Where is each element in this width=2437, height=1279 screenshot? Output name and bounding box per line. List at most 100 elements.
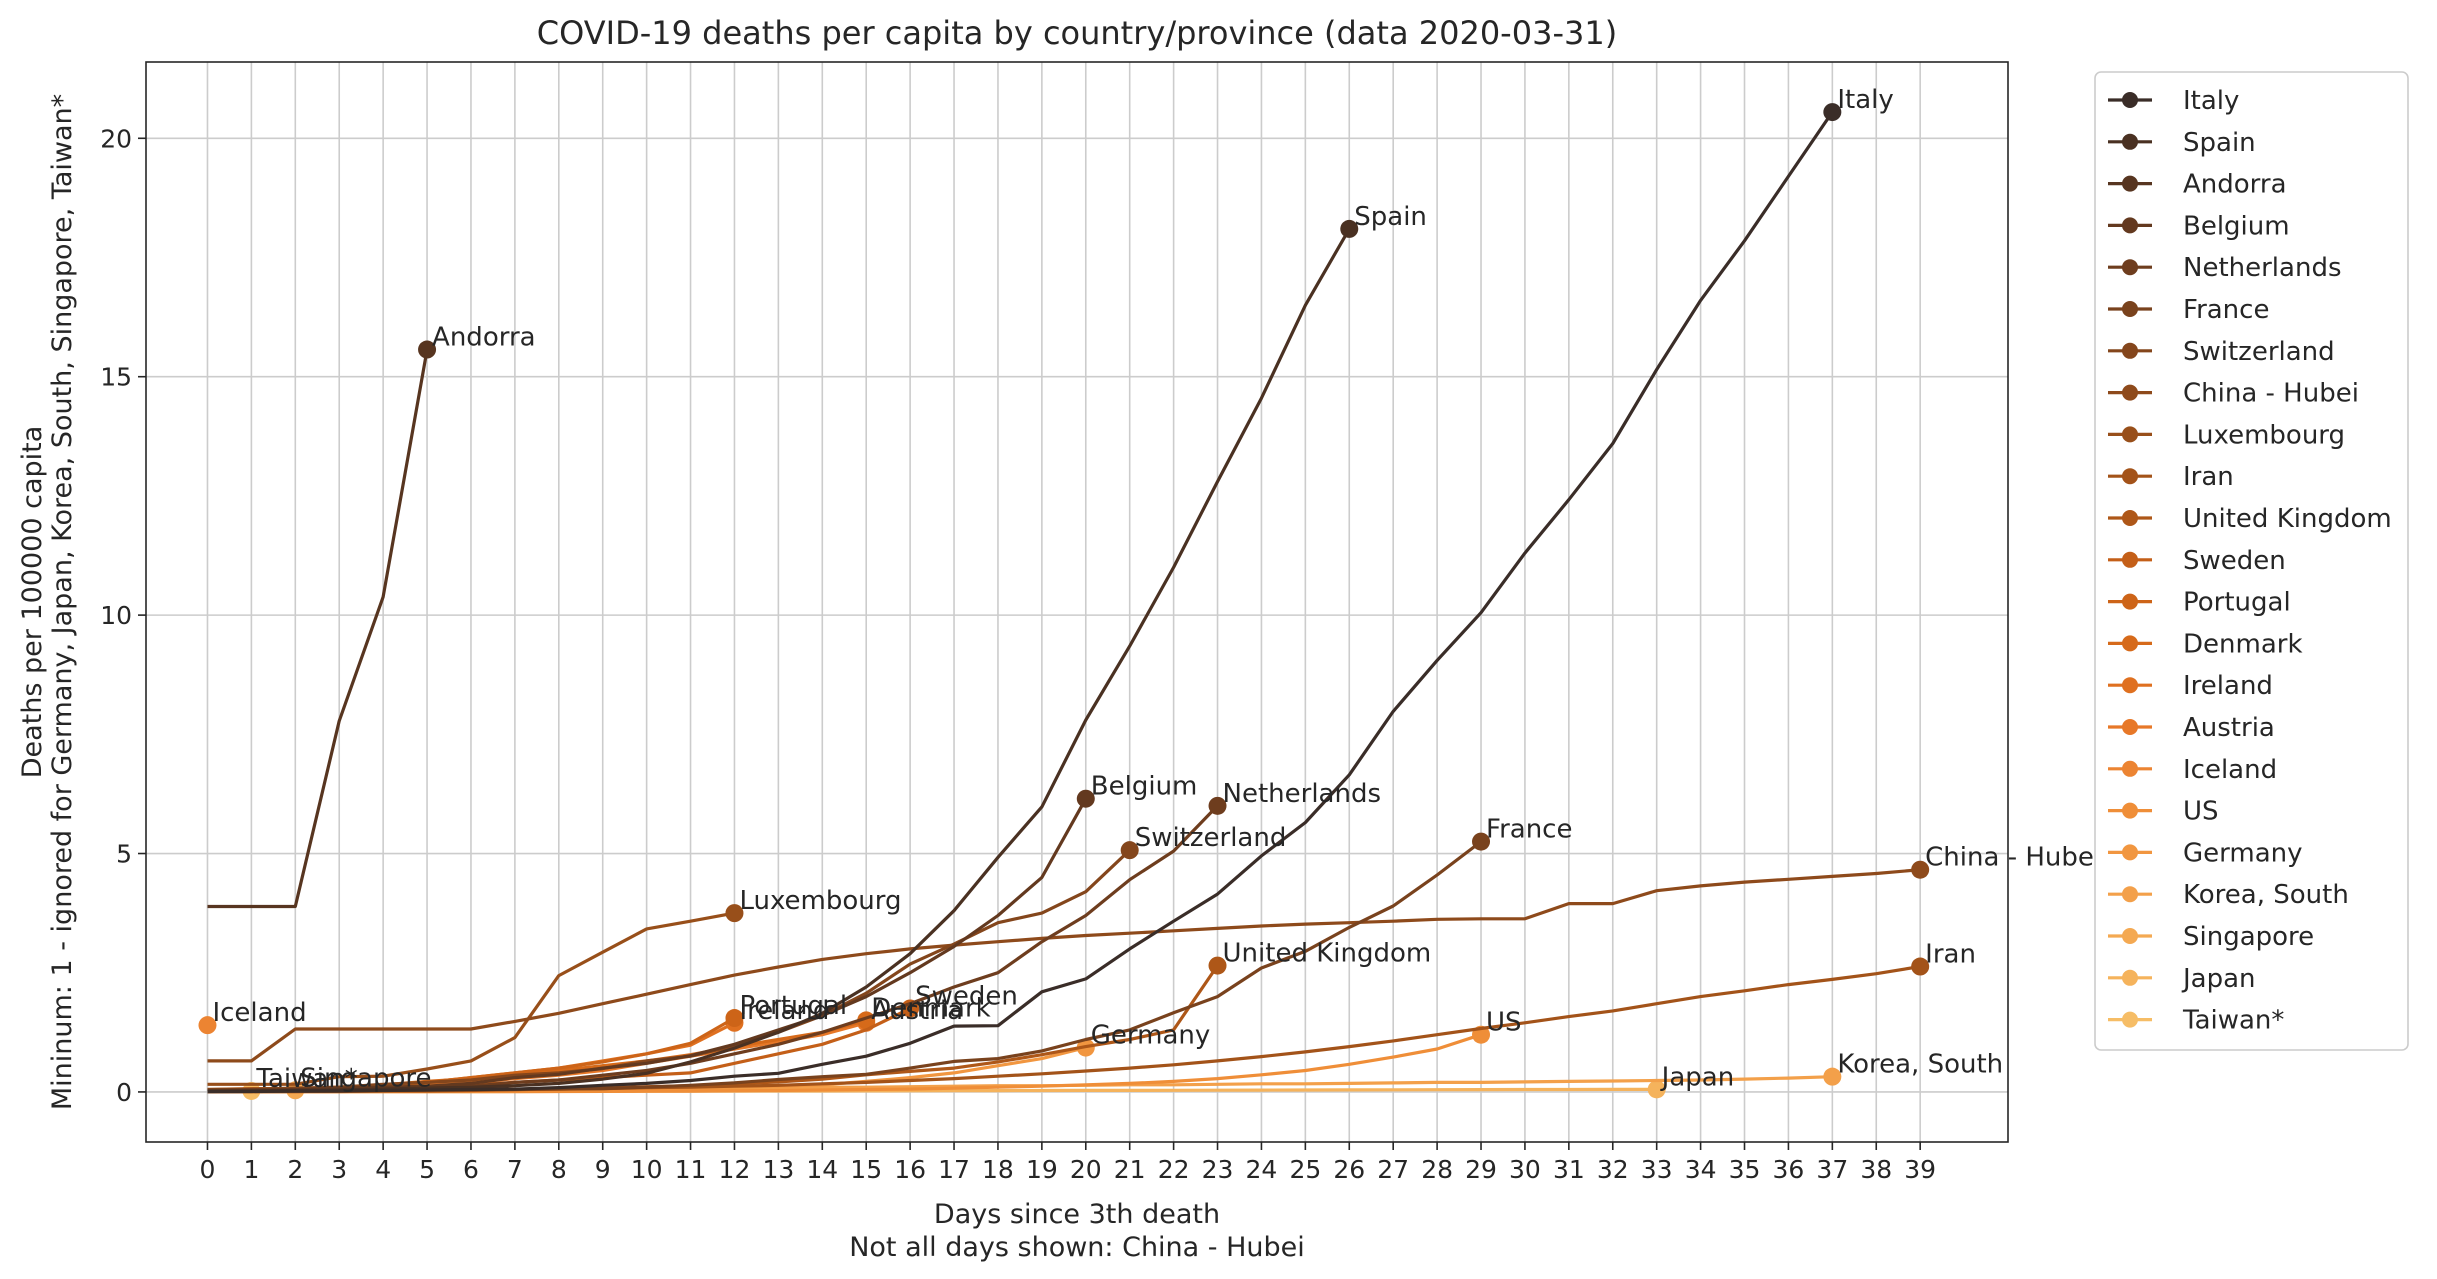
chart-title: COVID-19 deaths per capita by country/pr… (537, 14, 1617, 52)
series-line (207, 804, 1219, 1093)
series-netherlands (207, 796, 1227, 1093)
legend-label: China - Hubei (2183, 379, 2359, 409)
legend-label: Iceland (2183, 755, 2277, 785)
series-end-point (1208, 796, 1227, 815)
series-end-point (1823, 1067, 1842, 1086)
x-tick-label: 17 (938, 1155, 970, 1184)
legend-label: United Kingdom (2183, 504, 2392, 534)
series-end-point (725, 904, 744, 923)
legend-item: Andorra (2108, 170, 2287, 200)
legend-marker (2122, 1011, 2138, 1028)
legend-marker (2122, 342, 2138, 359)
x-axis: 0 1 2 3 4 5 6 7 8 9 10 11 12 13 14 15 16 17 18 19 20 21 22 23 24… (200, 1142, 1936, 1184)
series-end-label: Sweden (915, 981, 1018, 1011)
series-end-label: Luxembourg (739, 886, 901, 916)
x-tick-label: 12 (719, 1155, 751, 1184)
x-tick-label: 32 (1597, 1155, 1629, 1184)
series-end-point (1823, 103, 1842, 122)
legend-label: US (2183, 797, 2219, 827)
legend-marker (2122, 510, 2138, 526)
series-end-label: Iran (1925, 940, 1976, 970)
x-tick-label: 3 (331, 1155, 347, 1184)
legend-item: Switzerland (2108, 337, 2335, 367)
series-line (207, 868, 1921, 1063)
x-tick-label: 6 (463, 1155, 479, 1184)
y-tick-label: 5 (116, 840, 132, 869)
series-china-hubei (207, 860, 1930, 1063)
x-tick-label: 26 (1333, 1155, 1365, 1184)
y-tick-label: 0 (116, 1078, 132, 1107)
legend-marker (2122, 175, 2138, 192)
x-axis-note: Not all days shown: China - Hubei (849, 1232, 1305, 1263)
legend-item: Belgium (2108, 211, 2290, 241)
series-end-point (198, 1016, 217, 1035)
series-end-label: Belgium (1091, 772, 1198, 802)
series-iceland (198, 1016, 217, 1035)
x-tick-label: 9 (595, 1155, 611, 1184)
x-tick-label: 0 (200, 1155, 216, 1184)
legend-label: Netherlands (2183, 253, 2342, 283)
legend-label: Spain (2183, 128, 2256, 158)
legend-item: Singapore (2108, 922, 2314, 952)
series-end-label: Singapore (300, 1063, 431, 1093)
legend-label: Denmark (2183, 629, 2303, 659)
x-tick-label: 30 (1509, 1155, 1541, 1184)
x-tick-label: 23 (1202, 1155, 1234, 1184)
plot-frame (145, 61, 2009, 1143)
legend-item: US (2108, 797, 2219, 827)
legend-label: Austria (2183, 713, 2275, 743)
legend-item: United Kingdom (2108, 504, 2392, 534)
series-switzerland (207, 841, 1139, 1092)
legend-label: Ireland (2183, 671, 2273, 701)
x-tick-label: 33 (1641, 1155, 1673, 1184)
legend-marker (2122, 217, 2138, 234)
legend-item: Japan (2108, 964, 2256, 994)
series-end-label: Denmark (871, 993, 991, 1023)
x-tick-label: 19 (1026, 1155, 1058, 1184)
y-axis: 0 5 10 15 20 (100, 124, 146, 1107)
series-end-label: China - Hubei (1925, 843, 2101, 873)
legend-marker (2122, 635, 2138, 652)
x-tick-label: 10 (631, 1155, 663, 1184)
series-end-label: Japan (1660, 1062, 1735, 1092)
series-end-label: Ireland (739, 996, 829, 1026)
x-tick-label: 27 (1377, 1155, 1409, 1184)
legend-label: Italy (2183, 86, 2239, 116)
series-line (207, 111, 1834, 1094)
x-tick-label: 39 (1904, 1155, 1936, 1184)
legend-item: Portugal (2108, 588, 2291, 618)
series-spain (207, 219, 1359, 1094)
series-end-label: France (1486, 815, 1572, 845)
x-tick-label: 25 (1289, 1155, 1321, 1184)
x-tick-label: 4 (375, 1155, 391, 1184)
legend-marker (2122, 133, 2138, 150)
legend-marker (2122, 301, 2138, 317)
legend-item: Austria (2108, 713, 2275, 743)
series-end-label: Taiwan* (255, 1064, 357, 1094)
y-tick-label: 20 (100, 124, 132, 153)
series-line (207, 849, 1131, 1092)
series-end-point (1911, 957, 1930, 976)
series-end-point (725, 1009, 744, 1028)
legend-marker (2122, 760, 2138, 777)
x-tick-label: 36 (1773, 1155, 1805, 1184)
legend-label: Andorra (2183, 170, 2287, 200)
series-end-point (1076, 789, 1095, 808)
legend-marker (2122, 426, 2138, 443)
x-tick-label: 31 (1553, 1155, 1585, 1184)
series-line (207, 911, 735, 1086)
x-tick-label: 18 (982, 1155, 1014, 1184)
y-axis-label: Mininum: 1 - ignored for Germany, Japan,… (47, 94, 78, 1110)
series-end-label: Austria (871, 996, 963, 1026)
x-tick-label: 15 (850, 1155, 882, 1184)
x-tick-label: 28 (1421, 1155, 1453, 1184)
legend-item: Italy (2108, 86, 2239, 116)
legend-item: Ireland (2108, 671, 2273, 701)
series-andorra (207, 340, 437, 909)
series-belgium (207, 789, 1095, 1093)
legend-marker (2122, 92, 2138, 108)
series-line (207, 349, 429, 909)
legend-frame (2094, 71, 2409, 1051)
legend-marker (2122, 844, 2138, 861)
